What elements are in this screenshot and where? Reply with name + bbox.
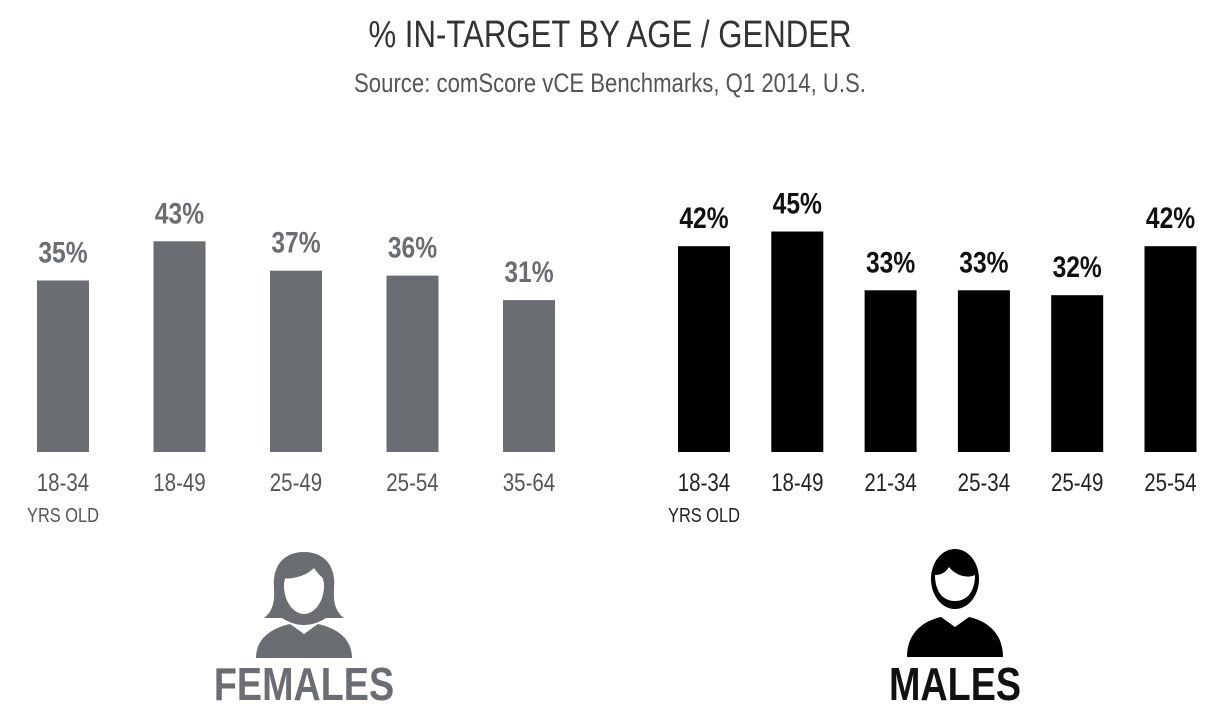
male-category-label-3: 21-34	[864, 468, 917, 496]
male-category-label-1: 18-34	[678, 468, 731, 496]
female-category-label-5: 35-64	[503, 468, 556, 496]
male-category-label-4: 25-34	[958, 468, 1011, 496]
male-value-label-3: 33%	[866, 245, 915, 279]
male-category-label-6: 25-54	[1144, 468, 1197, 496]
female-bar-5	[503, 300, 555, 452]
female-category-label-1: 18-34	[37, 468, 90, 496]
male-value-label-2: 45%	[773, 186, 822, 220]
male-value-label-4: 33%	[959, 245, 1008, 279]
male-category-label-2: 18-49	[771, 468, 823, 496]
female-value-label-4: 36%	[388, 230, 437, 264]
male-value-label-6: 42%	[1146, 201, 1195, 235]
female-bar-3	[270, 270, 322, 452]
male-person-icon	[907, 549, 1003, 657]
male-bar-2	[771, 231, 824, 452]
male-bar-4	[957, 290, 1010, 452]
male-bar-1	[678, 246, 730, 452]
male-bar-3	[864, 290, 917, 452]
chart-subtitle: Source: comScore vCE Benchmarks, Q1 2014…	[354, 68, 866, 98]
female-person-icon	[256, 552, 352, 658]
female-bar-4	[386, 275, 439, 452]
male-bar-5	[1051, 295, 1104, 452]
male-category-sublabel-1: YRS OLD	[668, 503, 740, 526]
chart-title: % IN-TARGET BY AGE / GENDER	[368, 14, 852, 56]
female-value-label-5: 31%	[504, 255, 553, 289]
female-category-label-4: 25-54	[386, 468, 439, 496]
females-label: FEMALES	[213, 658, 395, 710]
male-value-label-1: 42%	[679, 201, 728, 235]
female-category-label-3: 25-49	[270, 468, 322, 496]
female-category-label-2: 18-49	[153, 468, 205, 496]
female-category-sublabel-1: YRS OLD	[27, 503, 99, 526]
male-bar-6	[1144, 246, 1197, 452]
males-label: MALES	[888, 658, 1022, 710]
male-value-label-5: 32%	[1053, 250, 1102, 284]
female-value-label-2: 43%	[155, 196, 204, 230]
female-value-label-3: 37%	[271, 225, 320, 259]
male-category-label-5: 25-49	[1051, 468, 1103, 496]
female-bar-1	[37, 280, 89, 452]
female-value-label-1: 35%	[38, 235, 87, 269]
female-bar-2	[153, 241, 206, 452]
